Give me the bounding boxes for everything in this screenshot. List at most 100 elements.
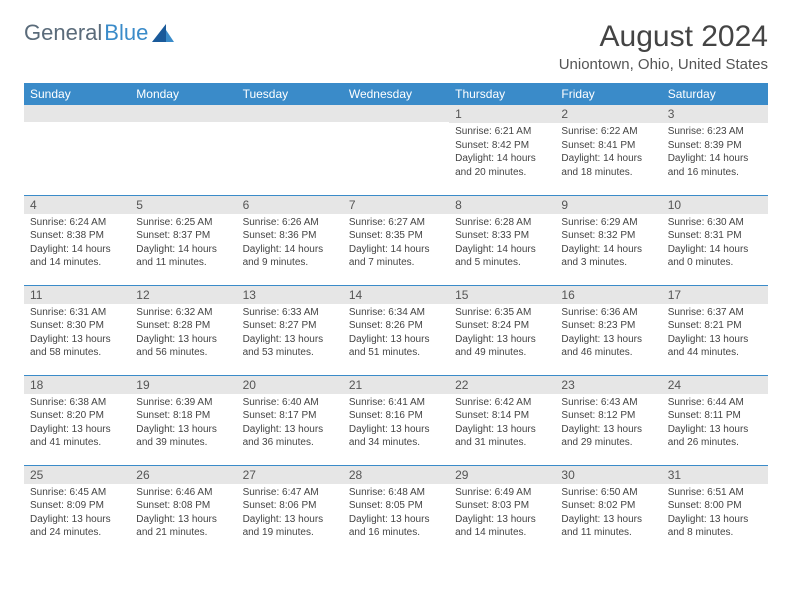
sunrise: Sunrise: 6:48 AM [349,486,443,500]
sunrise: Sunrise: 6:31 AM [30,306,124,320]
calendar-cell: 11Sunrise: 6:31 AMSunset: 8:30 PMDayligh… [24,285,130,375]
day-data: Sunrise: 6:23 AMSunset: 8:39 PMDaylight:… [662,123,768,183]
day-number: 14 [343,286,449,304]
calendar-cell: 7Sunrise: 6:27 AMSunset: 8:35 PMDaylight… [343,195,449,285]
day-data: Sunrise: 6:25 AMSunset: 8:37 PMDaylight:… [130,214,236,274]
daylight: Daylight: 13 hours and 34 minutes. [349,423,443,450]
day-number [343,105,449,122]
weekday-header: Friday [555,83,661,105]
day-number: 15 [449,286,555,304]
calendar-cell: 20Sunrise: 6:40 AMSunset: 8:17 PMDayligh… [237,375,343,465]
calendar-row: 1Sunrise: 6:21 AMSunset: 8:42 PMDaylight… [24,105,768,195]
day-number: 22 [449,376,555,394]
sunrise: Sunrise: 6:29 AM [561,216,655,230]
calendar-cell: 28Sunrise: 6:48 AMSunset: 8:05 PMDayligh… [343,465,449,555]
sunrise: Sunrise: 6:30 AM [668,216,762,230]
sunset: Sunset: 8:14 PM [455,409,549,423]
day-data: Sunrise: 6:36 AMSunset: 8:23 PMDaylight:… [555,304,661,364]
day-data: Sunrise: 6:35 AMSunset: 8:24 PMDaylight:… [449,304,555,364]
daylight: Daylight: 13 hours and 49 minutes. [455,333,549,360]
day-number: 20 [237,376,343,394]
sunset: Sunset: 8:37 PM [136,229,230,243]
daylight: Daylight: 14 hours and 20 minutes. [455,152,549,179]
sunset: Sunset: 8:11 PM [668,409,762,423]
logo-text-1: General [24,20,102,46]
day-data: Sunrise: 6:32 AMSunset: 8:28 PMDaylight:… [130,304,236,364]
daylight: Daylight: 14 hours and 14 minutes. [30,243,124,270]
day-number: 12 [130,286,236,304]
day-number: 26 [130,466,236,484]
calendar-cell: 30Sunrise: 6:50 AMSunset: 8:02 PMDayligh… [555,465,661,555]
sunset: Sunset: 8:32 PM [561,229,655,243]
daylight: Daylight: 13 hours and 24 minutes. [30,513,124,540]
day-data: Sunrise: 6:22 AMSunset: 8:41 PMDaylight:… [555,123,661,183]
sunset: Sunset: 8:08 PM [136,499,230,513]
sunset: Sunset: 8:12 PM [561,409,655,423]
sunrise: Sunrise: 6:27 AM [349,216,443,230]
day-data: Sunrise: 6:46 AMSunset: 8:08 PMDaylight:… [130,484,236,544]
day-data: Sunrise: 6:24 AMSunset: 8:38 PMDaylight:… [24,214,130,274]
day-number [24,105,130,122]
day-data: Sunrise: 6:49 AMSunset: 8:03 PMDaylight:… [449,484,555,544]
calendar-cell: 26Sunrise: 6:46 AMSunset: 8:08 PMDayligh… [130,465,236,555]
day-number: 23 [555,376,661,394]
daylight: Daylight: 13 hours and 53 minutes. [243,333,337,360]
calendar-cell-empty [237,105,343,195]
day-number: 1 [449,105,555,123]
sunrise: Sunrise: 6:45 AM [30,486,124,500]
day-number: 27 [237,466,343,484]
sunset: Sunset: 8:00 PM [668,499,762,513]
daylight: Daylight: 13 hours and 8 minutes. [668,513,762,540]
day-data: Sunrise: 6:42 AMSunset: 8:14 PMDaylight:… [449,394,555,454]
day-data: Sunrise: 6:40 AMSunset: 8:17 PMDaylight:… [237,394,343,454]
sunrise: Sunrise: 6:41 AM [349,396,443,410]
sunrise: Sunrise: 6:25 AM [136,216,230,230]
calendar-cell: 8Sunrise: 6:28 AMSunset: 8:33 PMDaylight… [449,195,555,285]
day-data: Sunrise: 6:43 AMSunset: 8:12 PMDaylight:… [555,394,661,454]
daylight: Daylight: 13 hours and 29 minutes. [561,423,655,450]
calendar-row: 11Sunrise: 6:31 AMSunset: 8:30 PMDayligh… [24,285,768,375]
daylight: Daylight: 13 hours and 39 minutes. [136,423,230,450]
sunset: Sunset: 8:27 PM [243,319,337,333]
weekday-header-row: SundayMondayTuesdayWednesdayThursdayFrid… [24,83,768,105]
sunrise: Sunrise: 6:42 AM [455,396,549,410]
title-block: August 2024 Uniontown, Ohio, United Stat… [559,20,768,73]
sunrise: Sunrise: 6:44 AM [668,396,762,410]
logo-text-2: Blue [104,20,148,46]
calendar-cell: 19Sunrise: 6:39 AMSunset: 8:18 PMDayligh… [130,375,236,465]
day-number: 17 [662,286,768,304]
sunrise: Sunrise: 6:33 AM [243,306,337,320]
day-data: Sunrise: 6:45 AMSunset: 8:09 PMDaylight:… [24,484,130,544]
daylight: Daylight: 13 hours and 51 minutes. [349,333,443,360]
day-data: Sunrise: 6:29 AMSunset: 8:32 PMDaylight:… [555,214,661,274]
day-data: Sunrise: 6:38 AMSunset: 8:20 PMDaylight:… [24,394,130,454]
calendar-cell: 17Sunrise: 6:37 AMSunset: 8:21 PMDayligh… [662,285,768,375]
day-data: Sunrise: 6:47 AMSunset: 8:06 PMDaylight:… [237,484,343,544]
header: GeneralBlue August 2024 Uniontown, Ohio,… [24,20,768,73]
day-number: 11 [24,286,130,304]
calendar-cell-empty [130,105,236,195]
sunrise: Sunrise: 6:47 AM [243,486,337,500]
day-number: 21 [343,376,449,394]
day-number: 4 [24,196,130,214]
location: Uniontown, Ohio, United States [559,56,768,73]
sunset: Sunset: 8:21 PM [668,319,762,333]
calendar-cell: 29Sunrise: 6:49 AMSunset: 8:03 PMDayligh… [449,465,555,555]
sunset: Sunset: 8:33 PM [455,229,549,243]
month-title: August 2024 [559,20,768,54]
sunrise: Sunrise: 6:35 AM [455,306,549,320]
daylight: Daylight: 13 hours and 56 minutes. [136,333,230,360]
day-data: Sunrise: 6:30 AMSunset: 8:31 PMDaylight:… [662,214,768,274]
logo-sail-icon [152,24,174,42]
day-data: Sunrise: 6:28 AMSunset: 8:33 PMDaylight:… [449,214,555,274]
weekday-header: Tuesday [237,83,343,105]
daylight: Daylight: 13 hours and 14 minutes. [455,513,549,540]
calendar-cell: 18Sunrise: 6:38 AMSunset: 8:20 PMDayligh… [24,375,130,465]
sunset: Sunset: 8:28 PM [136,319,230,333]
day-number: 29 [449,466,555,484]
calendar-cell-empty [24,105,130,195]
sunset: Sunset: 8:39 PM [668,139,762,153]
day-data: Sunrise: 6:50 AMSunset: 8:02 PMDaylight:… [555,484,661,544]
sunrise: Sunrise: 6:43 AM [561,396,655,410]
day-number: 7 [343,196,449,214]
